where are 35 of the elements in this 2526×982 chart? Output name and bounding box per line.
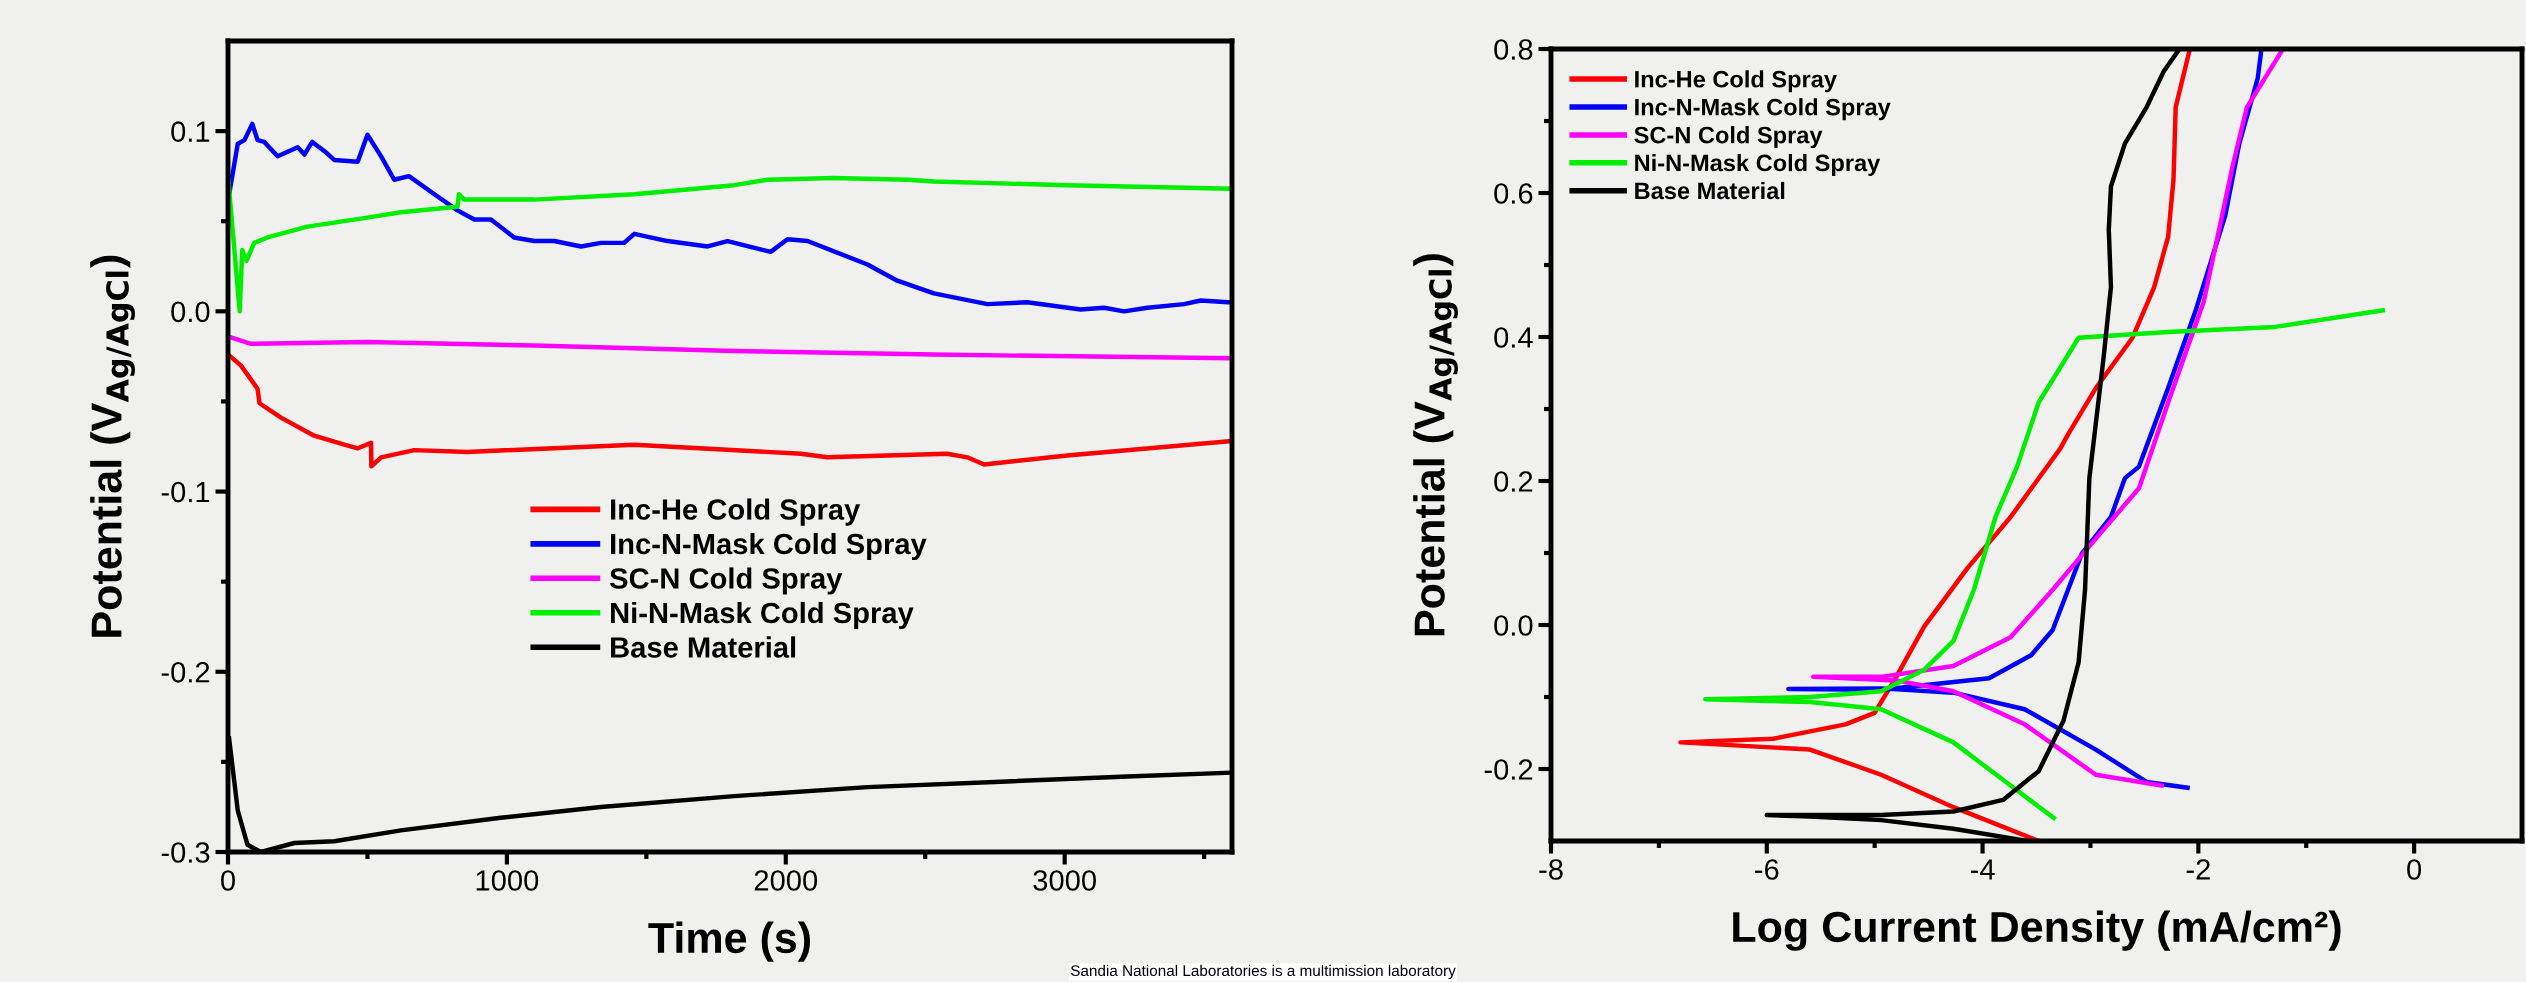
x-tick-label: 2000 — [754, 870, 818, 891]
x-axis-title: Time (s) — [648, 921, 811, 962]
y-tick-label: -0.2 — [161, 661, 210, 683]
x-tick-label: -2 — [2186, 859, 2210, 880]
legend-label: Base Material — [611, 636, 796, 658]
y-tick-label: -0.2 — [1484, 759, 1533, 780]
x-tick-label: 1000 — [476, 870, 539, 891]
y-tick-label: 0.1 — [171, 121, 210, 142]
y-tick-label: -0.3 — [161, 842, 210, 863]
legend-label: Base Material — [1635, 181, 1785, 200]
x-tick-label: -8 — [1539, 859, 1563, 880]
y-tick-label: 0.8 — [1494, 39, 1533, 60]
legend-label: Ni-N-Mask Cold Spray — [611, 601, 914, 630]
x-tick-label: 3000 — [1033, 870, 1096, 891]
legend-label: Inc-N-Mask Cold Spray — [611, 532, 927, 561]
y-tick-label: -0.1 — [161, 481, 210, 503]
y-axis-title: Potential (V$_{Ag/AgCl}$) — [90, 255, 135, 637]
legend-label: SC-N Cold Spray — [1634, 126, 1823, 149]
legend-label: Inc-He Cold Spray — [1635, 70, 1837, 93]
text: Sandia National Laboratories is a multimission laboratory — [1070, 964, 1456, 980]
x-tick-label: -4 — [1970, 859, 1995, 880]
x-axis-title: Log Current Density (mA/cm²) — [1733, 910, 2341, 951]
x-tick-label: -6 — [1755, 859, 1779, 880]
legend-label: Inc-N-Mask Cold Spray — [1635, 98, 1891, 121]
x-tick-label: 0 — [2407, 859, 2422, 880]
y-tick-label: 0.6 — [1494, 183, 1533, 204]
y-tick-label: 0.0 — [1494, 615, 1533, 636]
x-tick-label: 0 — [221, 870, 235, 891]
y-tick-label: 0.2 — [1494, 471, 1533, 492]
legend-label: Ni-N-Mask Cold Spray — [1635, 153, 1881, 176]
y-tick-label: 0.4 — [1494, 327, 1533, 348]
legend-label: SC-N Cold Spray — [609, 567, 843, 595]
legend-label: Inc-He Cold Spray — [611, 498, 861, 526]
y-tick-label: 0.0 — [171, 301, 210, 323]
y-axis-title: Potential (V$_{Ag/AgCl}$) — [1413, 254, 1458, 636]
